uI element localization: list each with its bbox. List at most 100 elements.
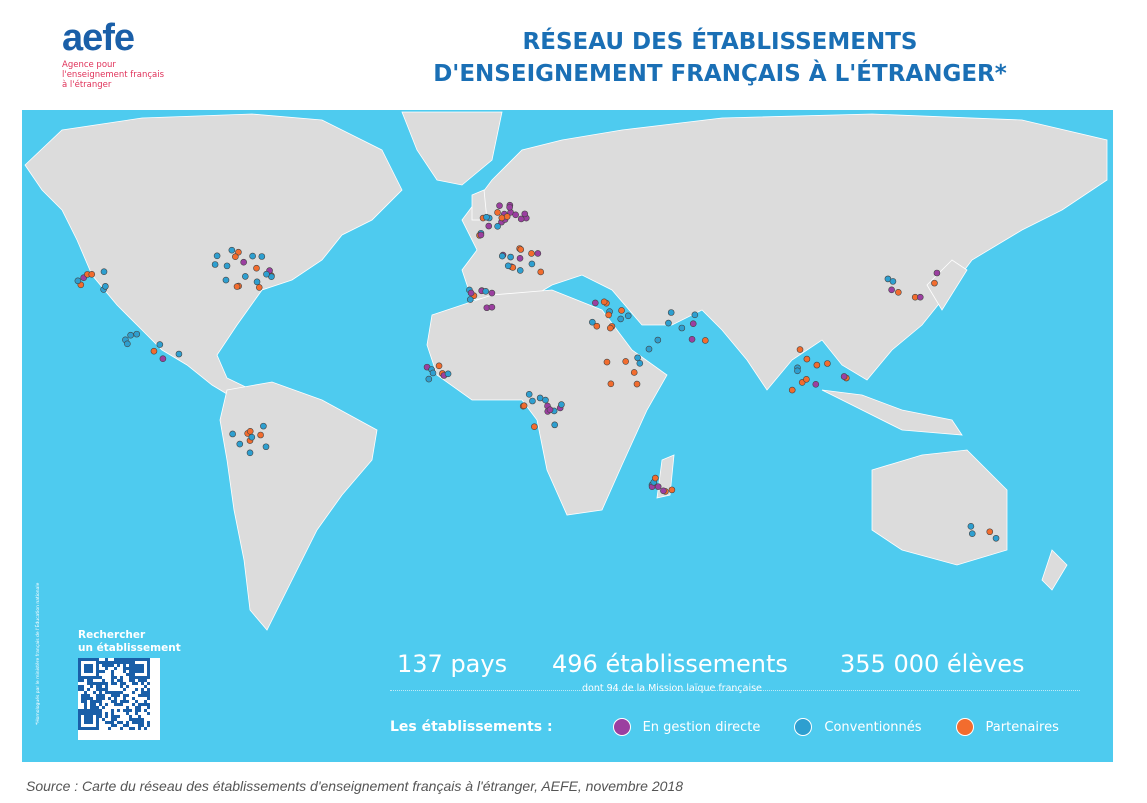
school-marker (257, 431, 264, 439)
school-marker (133, 330, 141, 338)
school-marker (483, 213, 490, 221)
school-marker (654, 483, 662, 490)
school-marker (654, 336, 662, 344)
aefe-logo: aefe Agence pour l'enseignement français… (62, 17, 164, 90)
school-marker (236, 440, 244, 448)
school-marker (488, 289, 496, 297)
school-marker (88, 271, 96, 278)
legend-label: Partenaires (985, 719, 1059, 735)
school-marker (494, 223, 501, 230)
school-marker (636, 360, 644, 367)
school-marker (813, 361, 821, 369)
school-marker (916, 293, 924, 301)
logo-tagline: Agence pour l'enseignement français à l'… (62, 60, 164, 90)
logo-wordmark: aefe (62, 17, 135, 59)
school-marker (617, 315, 624, 323)
school-marker (262, 443, 270, 451)
title-line-2: D'ENSEIGNEMENT FRANÇAIS À L'ÉTRANGER* (433, 61, 1007, 87)
page-title: RÉSEAU DES ÉTABLISSEMENTS D'ENSEIGNEMENT… (400, 26, 1040, 90)
north-america (24, 113, 403, 401)
school-marker (263, 270, 270, 278)
logo-tagline-line: l'enseignement français (62, 70, 165, 80)
school-marker (258, 253, 266, 260)
blue-dot-icon (794, 718, 813, 736)
footnote: *Homologués par le ministère français de… (36, 582, 41, 725)
school-marker (992, 534, 1000, 542)
stat-schools: 496 établissements (552, 650, 788, 678)
school-marker (253, 278, 261, 286)
school-marker (232, 253, 239, 261)
school-marker (796, 346, 804, 353)
school-marker (931, 279, 938, 287)
school-marker (488, 303, 496, 311)
school-marker (233, 283, 241, 290)
legend: Les établissements : En gestion directe … (390, 718, 1093, 736)
logo-tagline-line: à l'étranger (62, 80, 112, 90)
school-marker (235, 248, 242, 256)
legend-title: Les établissements : (390, 719, 553, 735)
school-marker (528, 250, 535, 257)
japan (926, 259, 968, 311)
school-marker (159, 355, 167, 363)
school-marker (889, 278, 897, 285)
logo-tagline-line: Agence pour (62, 60, 116, 70)
title-line-1: RÉSEAU DES ÉTABLISSEMENTS (522, 29, 918, 55)
school-marker (156, 341, 164, 348)
school-marker (528, 260, 536, 268)
school-marker (503, 213, 511, 220)
new-zealand (1041, 549, 1068, 591)
school-marker (803, 355, 811, 363)
orange-dot-icon (955, 718, 974, 736)
school-marker (516, 255, 524, 262)
school-marker (255, 284, 263, 291)
school-marker (589, 318, 596, 326)
school-marker (494, 209, 501, 216)
school-marker (593, 322, 601, 330)
legend-label: Conventionnés (824, 719, 922, 735)
school-marker (558, 401, 565, 408)
school-marker (605, 311, 612, 319)
school-marker (933, 269, 941, 277)
qr-code[interactable] (78, 658, 160, 740)
school-marker (667, 309, 675, 316)
school-marker (246, 449, 254, 457)
south-america (219, 381, 378, 631)
land-masses (24, 111, 1108, 631)
school-marker (124, 340, 131, 348)
school-marker (150, 347, 158, 355)
school-marker (630, 369, 638, 376)
school-marker (425, 375, 433, 383)
school-marker (624, 312, 632, 320)
school-marker (213, 252, 221, 260)
map-canvas (24, 111, 1108, 631)
school-marker (534, 250, 542, 257)
school-marker (482, 288, 490, 295)
school-marker (429, 369, 437, 377)
school-marker (888, 286, 895, 294)
stat-schools-sub: dont 94 de la Mission laïque française (582, 683, 762, 694)
school-marker (498, 252, 506, 260)
school-marker (688, 336, 696, 343)
school-marker (253, 264, 260, 272)
school-marker (485, 222, 493, 230)
school-marker (248, 433, 256, 441)
purple-dot-icon (612, 718, 631, 736)
greenland (401, 111, 503, 186)
school-marker (607, 380, 615, 388)
source-caption: Source : Carte du réseau des établisseme… (26, 778, 683, 794)
qr-pattern (78, 658, 150, 730)
school-marker (986, 528, 994, 536)
school-marker (660, 487, 667, 495)
qr-label-line: un établissement (78, 642, 181, 654)
school-marker (691, 311, 699, 319)
school-marker (249, 252, 256, 260)
school-marker (517, 246, 525, 253)
school-marker (517, 215, 525, 223)
school-marker (525, 390, 533, 398)
stat-students: 355 000 élèves (840, 650, 1025, 678)
school-marker (967, 523, 975, 530)
school-marker (512, 211, 519, 219)
school-marker (498, 214, 506, 222)
school-marker (467, 289, 475, 297)
qr-label-line: Rechercher (78, 629, 146, 641)
